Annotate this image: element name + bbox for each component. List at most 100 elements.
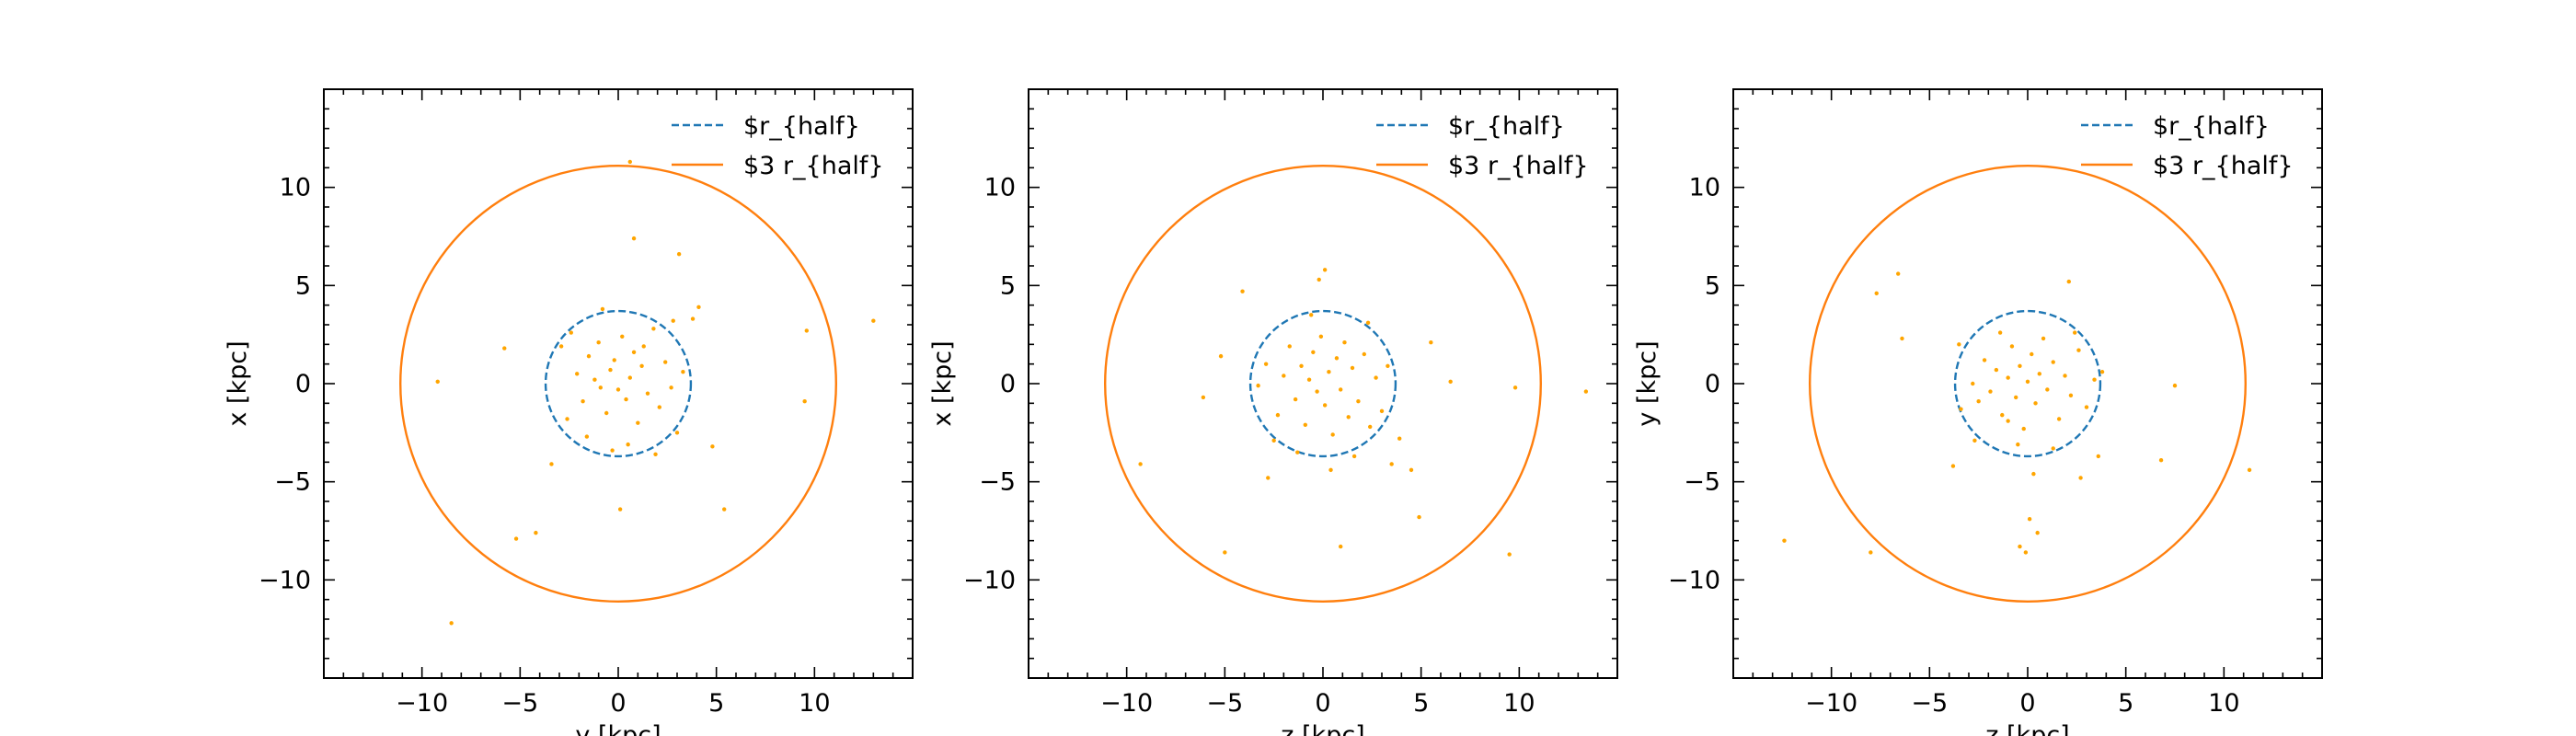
data-point	[608, 367, 613, 373]
data-point	[696, 305, 701, 309]
data-point	[1389, 462, 1394, 466]
data-point	[1339, 544, 1343, 549]
r-half-circle	[1953, 309, 2102, 458]
data-point	[2009, 344, 2015, 349]
data-point	[1322, 403, 1328, 408]
x-tick-label: −5	[1911, 689, 1948, 718]
r-half-circle	[544, 309, 693, 458]
data-point	[624, 397, 628, 402]
data-point	[2027, 517, 2032, 522]
data-point	[1386, 363, 1390, 368]
three-r-half-circle	[1103, 164, 1542, 604]
data-point	[600, 306, 605, 312]
data-point	[1512, 385, 1518, 390]
data-point	[581, 399, 585, 404]
data-point	[449, 621, 454, 626]
data-point	[636, 420, 640, 425]
data-point	[1972, 438, 1977, 443]
data-point	[1994, 367, 1999, 373]
data-point	[641, 344, 646, 349]
data-point	[1869, 550, 1873, 555]
data-point	[1374, 375, 1378, 380]
data-point	[1782, 538, 1787, 543]
data-point	[1997, 330, 2003, 335]
data-point	[639, 363, 644, 368]
x-tick-label: −5	[1206, 689, 1243, 718]
data-point	[2051, 360, 2055, 364]
data-point	[2063, 374, 2067, 378]
data-point	[2051, 446, 2055, 451]
x-axis-label: z [kpc]	[1281, 721, 1364, 736]
three-r-half-circle	[1808, 164, 2247, 604]
y-tick-label: −10	[259, 566, 311, 594]
data-point	[2096, 454, 2100, 459]
data-point	[1328, 467, 1333, 473]
data-point	[626, 442, 630, 447]
data-point	[513, 536, 519, 541]
data-point	[1346, 415, 1351, 420]
y-tick-label: 10	[984, 174, 1016, 202]
y-tick-label: 0	[1705, 370, 1720, 398]
data-point	[674, 431, 680, 435]
data-point	[569, 330, 573, 335]
y-tick-label: 5	[1705, 271, 1720, 300]
data-point	[2006, 419, 2010, 423]
data-point	[1282, 374, 1286, 378]
y-tick-label: −5	[979, 468, 1016, 497]
y-axis-label: y [kpc]	[1633, 340, 1662, 426]
plot-area	[399, 159, 876, 626]
data-point	[1988, 389, 1993, 394]
data-point	[1317, 277, 1321, 282]
data-point	[604, 410, 609, 416]
y-tick-label: −5	[274, 468, 311, 497]
panel-1: −10 −5 0 5 10 −10 −5 0 5 10 y [kpc] x [kpc] $r_{half…	[224, 88, 914, 736]
data-point	[1295, 450, 1300, 454]
panel-2: −10 −5 0 5 10 −10 −5 0 5 10 z [kpc] x [kpc] $r_{half…	[928, 88, 1618, 736]
data-point	[804, 328, 809, 333]
data-point	[1311, 350, 1316, 355]
data-point	[1240, 289, 1245, 293]
y-tick-label: 0	[295, 370, 311, 398]
data-point	[653, 452, 658, 456]
x-tick-label: −5	[501, 689, 538, 718]
y-axis-label: x [kpc]	[928, 340, 957, 426]
data-point	[722, 507, 727, 512]
data-point	[612, 358, 616, 362]
data-point	[1350, 365, 1355, 371]
data-point	[598, 385, 603, 390]
data-point	[1379, 408, 1385, 414]
data-point	[2023, 550, 2029, 555]
data-point	[1409, 467, 1414, 473]
data-point	[1138, 462, 1143, 466]
data-point	[1334, 356, 1340, 361]
data-point	[663, 360, 668, 364]
legend-label-3r-half: $3 r_{half}	[743, 152, 884, 180]
data-point	[2018, 363, 2022, 368]
data-point	[1318, 334, 1324, 339]
x-tick-label: 0	[1315, 689, 1330, 718]
data-point	[586, 353, 592, 359]
data-point	[558, 344, 564, 349]
y-tick-label: 5	[295, 271, 311, 300]
data-point	[592, 377, 597, 382]
data-point	[584, 434, 590, 439]
data-point	[2037, 372, 2041, 376]
y-tick-label: 5	[1000, 271, 1016, 300]
data-point	[596, 340, 601, 345]
data-point	[802, 399, 807, 404]
data-point	[1275, 412, 1281, 418]
data-point	[2041, 336, 2046, 341]
data-point	[671, 318, 675, 323]
data-point	[1976, 399, 1981, 404]
legend-label-r-half: $r_{half}	[1448, 112, 1565, 141]
data-point	[710, 444, 715, 449]
data-point	[549, 462, 554, 466]
data-point	[1417, 514, 1421, 520]
x-tick-label: −10	[1805, 689, 1857, 718]
data-point	[1429, 340, 1433, 345]
data-point	[1330, 432, 1335, 437]
data-point	[1982, 358, 1987, 362]
data-point	[2033, 401, 2038, 406]
data-point	[1900, 336, 1904, 341]
data-point	[1266, 476, 1271, 480]
